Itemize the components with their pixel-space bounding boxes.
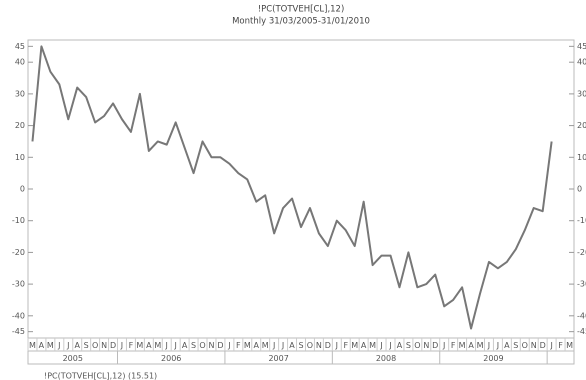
- x-tick-label: J: [120, 341, 123, 350]
- x-tick-label: M: [244, 341, 251, 350]
- x-tick-label: J: [442, 341, 445, 350]
- y-tick-label-right: 45: [577, 42, 586, 51]
- y-tick-label: 20: [15, 121, 25, 130]
- x-tick-label: M: [351, 341, 358, 350]
- x-tick-label: D: [217, 341, 223, 350]
- x-tick-label: A: [74, 341, 80, 350]
- y-tick-label-right: 40: [577, 58, 586, 67]
- x-tick-label: S: [298, 341, 303, 350]
- y-tick-label: 45: [15, 42, 25, 51]
- x-tick-label: J: [66, 341, 69, 350]
- x-tick-label: J: [388, 341, 391, 350]
- x-tick-label: O: [522, 341, 528, 350]
- y-tick-label-right: 0: [577, 185, 582, 194]
- y-tick-label-right: -10: [577, 216, 586, 225]
- plot-frame: [27, 39, 575, 339]
- x-tick-label: D: [325, 341, 331, 350]
- x-tick-label: A: [504, 341, 510, 350]
- y-tick-label: -30: [12, 280, 25, 289]
- footer: !PC(TOTVEH[CL],12) (15.51): [44, 372, 157, 380]
- x-tick-label: S: [191, 341, 196, 350]
- x-tick-label: J: [272, 341, 275, 350]
- y-tick-label: 0: [20, 185, 25, 194]
- x-tick-label: M: [566, 341, 573, 350]
- x-tick-label: N: [208, 341, 214, 350]
- chart-subtitle: Monthly 31/03/2005-31/01/2010: [232, 17, 370, 27]
- x-tick-label: J: [57, 341, 60, 350]
- x-tick-label: M: [262, 341, 269, 350]
- x-tick-label: A: [397, 341, 403, 350]
- y-tick-label: -10: [12, 216, 25, 225]
- y-tick-label-right: -45: [577, 327, 586, 336]
- x-tick-label: J: [496, 341, 499, 350]
- y-tick-label-right: 30: [577, 89, 586, 98]
- y-tick-label: -20: [12, 248, 25, 257]
- x-tick-label: J: [487, 341, 490, 350]
- x-tick-label: A: [361, 341, 367, 350]
- x-tick-label: M: [369, 341, 376, 350]
- y-tick-label: -40: [12, 311, 25, 320]
- x-tick-label: F: [236, 341, 241, 350]
- y-tick-label-right: 20: [577, 121, 586, 130]
- x-tick-label: N: [316, 341, 322, 350]
- year-label: 2009: [483, 354, 503, 363]
- x-tick-label: A: [146, 341, 152, 350]
- x-tick-label: M: [136, 341, 143, 350]
- x-tick-label: O: [307, 341, 313, 350]
- x-tick-label: D: [432, 341, 438, 350]
- x-tick-label: A: [182, 341, 188, 350]
- year-label: 2005: [63, 354, 83, 363]
- x-tick-label: J: [335, 341, 338, 350]
- x-tick-label: A: [39, 341, 45, 350]
- x-tick-label: J: [281, 341, 284, 350]
- x-tick-label: A: [289, 341, 295, 350]
- year-label: 2007: [268, 354, 288, 363]
- x-tick-label: D: [110, 341, 116, 350]
- chart-title: !PC(TOTVEH[CL],12): [258, 5, 345, 15]
- x-tick-label: J: [227, 341, 230, 350]
- year-label: 2006: [161, 354, 181, 363]
- x-tick-label: M: [477, 341, 484, 350]
- data-line: [31, 45, 553, 330]
- y-tick-label-right: -20: [577, 248, 586, 257]
- x-tick-label: M: [47, 341, 54, 350]
- y-tick-label-right: -30: [577, 280, 586, 289]
- y-tick-label-right: -40: [577, 311, 586, 320]
- y-tick-label: -45: [12, 327, 25, 336]
- x-tick-label: O: [92, 341, 98, 350]
- x-tick-label: O: [199, 341, 205, 350]
- x-tick-label: F: [451, 341, 456, 350]
- x-tick-label: M: [29, 341, 36, 350]
- x-tick-label: A: [254, 341, 260, 350]
- x-tick-label: N: [101, 341, 107, 350]
- y-tick-label-right: 10: [577, 153, 586, 162]
- year-label: 2008: [376, 354, 396, 363]
- x-tick-label: S: [513, 341, 518, 350]
- x-tick-label: F: [343, 341, 348, 350]
- x-tick-label: D: [540, 341, 546, 350]
- y-tick-label: 30: [15, 89, 25, 98]
- x-tick-label: N: [423, 341, 429, 350]
- x-tick-label: J: [379, 341, 382, 350]
- x-tick-label: S: [406, 341, 411, 350]
- x-tick-label: M: [459, 341, 466, 350]
- x-tick-label: O: [414, 341, 420, 350]
- x-tick-label: F: [558, 341, 563, 350]
- x-tick-label: F: [129, 341, 134, 350]
- x-tick-label: J: [549, 341, 552, 350]
- y-tick-label: 40: [15, 58, 25, 67]
- x-tick-label: N: [531, 341, 537, 350]
- x-tick-label: S: [84, 341, 89, 350]
- y-tick-label: 10: [15, 153, 25, 162]
- x-tick-label: M: [154, 341, 161, 350]
- x-tick-label: J: [165, 341, 168, 350]
- x-tick-label: A: [468, 341, 474, 350]
- x-tick-label: J: [174, 341, 177, 350]
